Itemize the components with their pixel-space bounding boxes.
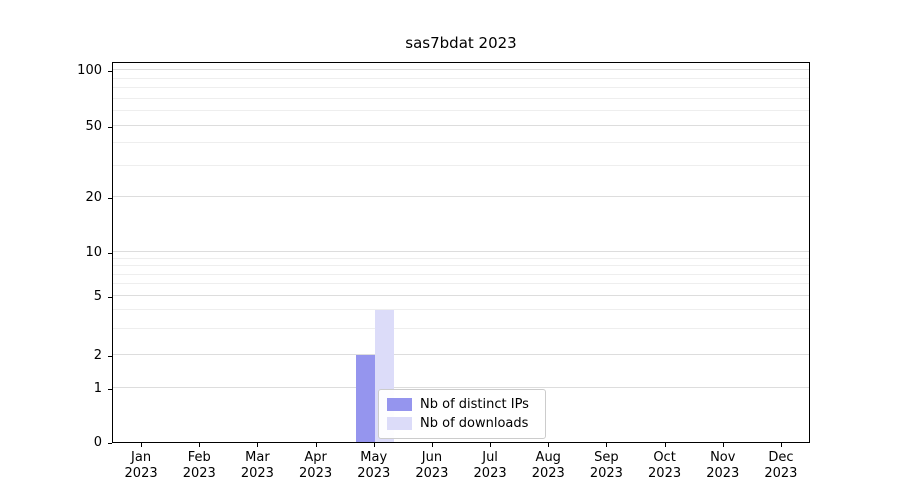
y-tick-mark [108, 252, 112, 254]
legend-swatch-distinct-ips [387, 398, 412, 411]
x-tick-month: Dec [768, 450, 794, 465]
major-gridline [113, 250, 809, 252]
x-tick-mark [606, 443, 608, 447]
x-tick-year: 2023 [648, 466, 682, 481]
minor-gridline [113, 273, 809, 275]
x-tick-mark [780, 443, 782, 447]
x-tick-label: Jun 2023 [403, 450, 461, 482]
x-tick-label: Nov 2023 [694, 450, 752, 482]
minor-gridline [113, 77, 809, 79]
x-tick-year: 2023 [415, 466, 449, 481]
minor-gridline [113, 110, 809, 112]
x-tick-label: Jul 2023 [461, 450, 519, 482]
x-tick-mark [257, 443, 259, 447]
y-tick-label: 50 [85, 119, 102, 135]
x-tick-label: Mar 2023 [228, 450, 286, 482]
major-gridline [113, 69, 809, 71]
y-tick-mark [108, 198, 112, 200]
y-tick-mark [108, 71, 112, 73]
minor-gridline [113, 328, 809, 329]
x-tick-year: 2023 [473, 466, 507, 481]
x-tick-mark [548, 443, 550, 447]
x-tick-label: Jan 2023 [112, 450, 170, 482]
x-tick-month: Mar [245, 450, 270, 465]
minor-gridline [113, 87, 809, 89]
minor-gridline [113, 283, 809, 285]
y-tick-mark [108, 297, 112, 299]
x-tick-mark [199, 443, 201, 447]
y-tick-mark [108, 443, 112, 444]
y-tick-mark [108, 127, 112, 129]
x-tick-year: 2023 [589, 466, 623, 481]
major-gridline [113, 196, 809, 198]
legend-item-distinct-ips: Nb of distinct IPs [387, 395, 537, 414]
minor-gridline [113, 265, 809, 267]
x-tick-mark [141, 443, 143, 447]
major-gridline [113, 295, 809, 297]
y-tick-label: 20 [85, 190, 102, 206]
x-tick-year: 2023 [764, 466, 798, 481]
x-tick-label: May 2023 [345, 450, 403, 482]
x-tick-year: 2023 [240, 466, 274, 481]
major-gridline [113, 354, 809, 356]
y-tick-mark [108, 388, 112, 390]
x-tick-year: 2023 [182, 466, 216, 481]
chart-title: sas7bdat 2023 [405, 34, 517, 52]
minor-gridline [113, 164, 809, 166]
x-tick-year: 2023 [124, 466, 158, 481]
x-tick-month: Jan [131, 450, 152, 465]
major-gridline [113, 386, 809, 388]
legend-label-downloads: Nb of downloads [420, 416, 529, 431]
minor-gridline [113, 97, 809, 99]
y-tick-label: 2 [93, 348, 102, 364]
bar-distinct-ips [355, 355, 375, 442]
x-tick-label: Aug 2023 [519, 450, 577, 482]
legend-item-downloads: Nb of downloads [387, 414, 537, 433]
x-tick-month: Jul [482, 450, 498, 465]
x-tick-month: Apr [304, 450, 327, 465]
x-tick-mark [722, 443, 724, 447]
y-tick-label: 100 [77, 63, 102, 79]
x-tick-label: Apr 2023 [287, 450, 345, 482]
x-tick-mark [431, 443, 433, 447]
x-tick-month: Feb [187, 450, 211, 465]
y-tick-label: 10 [85, 244, 102, 260]
x-tick-month: Nov [710, 450, 736, 465]
x-tick-mark [490, 443, 492, 447]
major-gridline [113, 125, 809, 127]
x-tick-label: Feb 2023 [170, 450, 228, 482]
plot-area: Nb of distinct IPs Nb of downloads [112, 62, 810, 443]
y-tick-label: 1 [93, 380, 102, 396]
x-tick-year: 2023 [531, 466, 565, 481]
x-tick-label: Sep 2023 [577, 450, 635, 482]
legend-label-distinct-ips: Nb of distinct IPs [420, 397, 529, 412]
x-tick-label: Oct 2023 [636, 450, 694, 482]
y-tick-label: 5 [93, 289, 102, 305]
minor-gridline [113, 257, 809, 259]
legend-swatch-downloads [387, 417, 412, 430]
x-tick-mark [373, 443, 375, 447]
minor-gridline [113, 142, 809, 144]
legend: Nb of distinct IPs Nb of downloads [378, 389, 546, 439]
x-tick-year: 2023 [357, 466, 391, 481]
x-tick-month: Oct [653, 450, 676, 465]
x-tick-month: May [360, 450, 388, 465]
x-tick-month: Sep [594, 450, 619, 465]
y-tick-mark [108, 356, 112, 358]
x-tick-month: Jun [421, 450, 443, 465]
x-tick-mark [315, 443, 317, 447]
x-tick-mark [664, 443, 666, 447]
x-tick-year: 2023 [299, 466, 333, 481]
minor-gridline [113, 309, 809, 311]
x-tick-month: Aug [535, 450, 561, 465]
y-tick-label: 0 [93, 435, 102, 450]
x-tick-label: Dec 2023 [752, 450, 810, 482]
x-tick-year: 2023 [706, 466, 740, 481]
